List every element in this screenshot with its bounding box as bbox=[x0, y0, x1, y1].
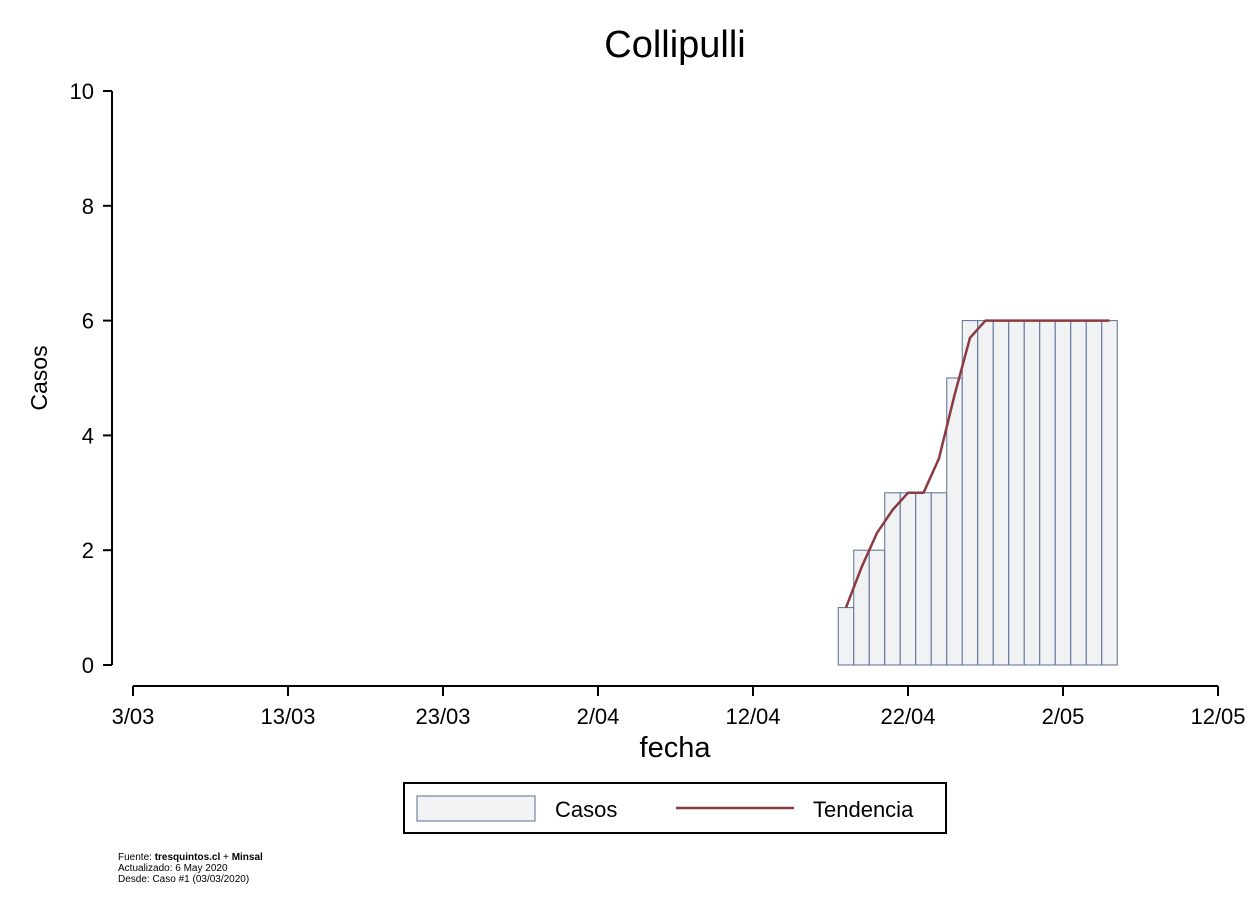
legend: Casos Tendencia bbox=[403, 782, 947, 834]
y-tick-label: 8 bbox=[82, 194, 94, 219]
bar-casos bbox=[977, 320, 994, 666]
x-tick-label: 3/03 bbox=[112, 704, 155, 729]
legend-label-tendencia: Tendencia bbox=[813, 797, 914, 822]
y-tick-label: 10 bbox=[70, 79, 94, 104]
y-tick-label: 2 bbox=[82, 538, 94, 563]
bar-casos bbox=[1023, 320, 1041, 666]
x-tick-label: 23/03 bbox=[415, 704, 470, 729]
bar-casos bbox=[899, 492, 917, 666]
trend-line-group bbox=[844, 319, 1110, 609]
y-axis: 0 2 4 6 8 10 bbox=[70, 79, 113, 678]
bar-casos bbox=[915, 492, 932, 666]
footer-updated: Actualizado: 6 May 2020 bbox=[118, 863, 228, 874]
bar-casos bbox=[1039, 320, 1056, 666]
y-tick-label: 4 bbox=[82, 423, 94, 448]
footer-source: Fuente: tresquintos.cl + Minsal bbox=[118, 852, 263, 863]
bar-casos bbox=[992, 320, 1010, 666]
bar-casos bbox=[1008, 320, 1025, 666]
x-axis: 3/03 13/03 23/03 2/04 12/04 22/04 2/05 12/05 bbox=[112, 685, 1246, 729]
footer-source-sep: + bbox=[220, 852, 232, 863]
x-tick-label: 13/03 bbox=[260, 704, 315, 729]
y-axis-label: Casos bbox=[26, 345, 52, 410]
bar-casos bbox=[837, 607, 855, 666]
trend-line-tendencia bbox=[844, 319, 1110, 609]
footer-notes: Fuente: tresquintos.cl + Minsal Actualiz… bbox=[118, 852, 263, 885]
bar-casos bbox=[1085, 320, 1103, 666]
y-tick-label: 0 bbox=[82, 653, 94, 678]
x-tick-label: 12/04 bbox=[725, 704, 780, 729]
bar-casos bbox=[1101, 320, 1118, 666]
chart-title: Collipulli bbox=[604, 24, 746, 66]
footer-since: Desde: Caso #1 (03/03/2020) bbox=[118, 874, 250, 885]
footer-source-prefix: Fuente: bbox=[118, 852, 155, 863]
x-tick-label: 2/05 bbox=[1042, 704, 1085, 729]
legend-swatch-casos bbox=[416, 795, 536, 822]
x-tick-label: 2/04 bbox=[577, 704, 620, 729]
bar-casos bbox=[1070, 320, 1087, 666]
x-tick-label: 12/05 bbox=[1190, 704, 1245, 729]
bar-casos bbox=[930, 492, 948, 666]
legend-label-casos: Casos bbox=[555, 797, 617, 822]
footer-source-org: Minsal bbox=[231, 852, 263, 863]
x-axis-label: fecha bbox=[640, 732, 712, 764]
bars bbox=[837, 320, 1118, 666]
bar-casos bbox=[1054, 320, 1072, 666]
y-tick-label: 6 bbox=[82, 309, 94, 334]
x-tick-label: 22/04 bbox=[880, 704, 935, 729]
bar-casos bbox=[961, 320, 979, 666]
bar-casos bbox=[868, 549, 886, 666]
footer-source-site: tresquintos.cl bbox=[154, 852, 221, 863]
